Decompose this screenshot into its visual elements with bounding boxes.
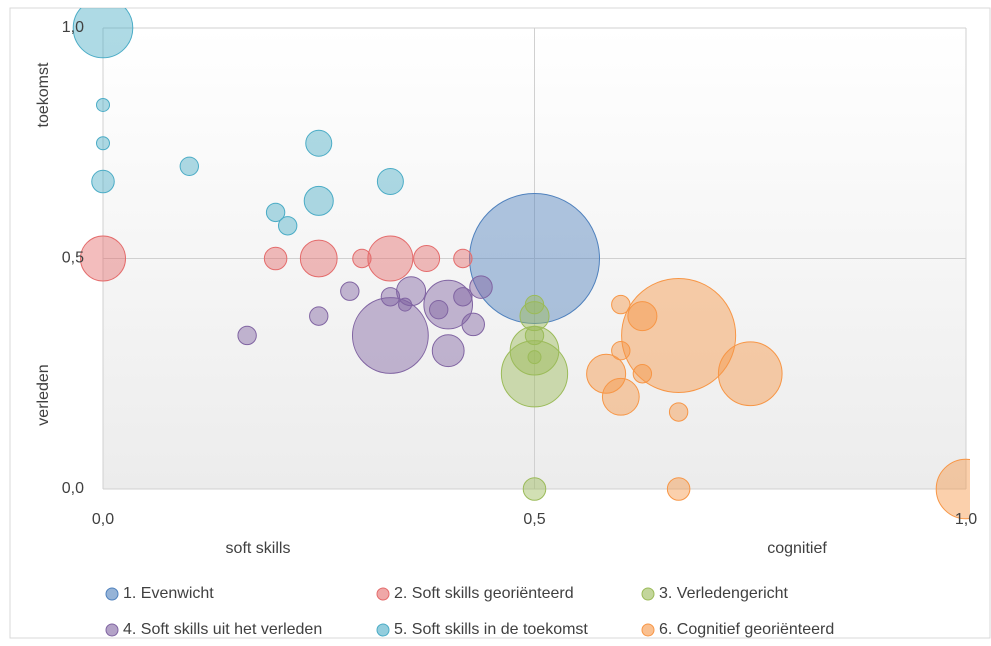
bubble (351, 297, 429, 374)
bubble (79, 235, 127, 282)
bubble (500, 340, 569, 408)
x-tick-label: 0,0 (92, 511, 114, 528)
bubble (522, 477, 547, 501)
legend-marker (641, 623, 655, 637)
legend-marker (105, 587, 119, 601)
y-tick-label: 0,0 (62, 480, 84, 497)
legend-marker (105, 623, 119, 637)
bubble (601, 377, 640, 416)
x-label-left: soft skills (226, 540, 291, 557)
bubble (524, 325, 545, 346)
legend-label: 4. Soft skills uit het verleden (123, 621, 322, 638)
bubble (265, 202, 286, 223)
y-tick-label: 0,5 (62, 250, 84, 267)
bubble (621, 277, 737, 394)
bubble (632, 364, 653, 384)
bubble (96, 97, 110, 112)
bubble (423, 279, 474, 330)
bubble (237, 325, 257, 346)
bubble (179, 156, 199, 176)
legend-marker (376, 587, 390, 601)
bubble (376, 168, 404, 196)
x-tick-label: 1,0 (955, 511, 977, 528)
bubble (299, 239, 338, 278)
legend-marker (641, 587, 655, 601)
bubble (305, 129, 333, 157)
legend-label: 3. Verledengericht (659, 585, 789, 602)
legend-label: 2. Soft skills georiënteerd (394, 585, 574, 602)
bubble (668, 402, 689, 422)
legend-label: 6. Cognitief georiënteerd (659, 621, 834, 638)
bubble (611, 294, 631, 315)
legend-marker (376, 623, 390, 637)
bubble (717, 341, 783, 407)
bubble (309, 306, 329, 326)
bubble (469, 275, 493, 299)
chart-border (9, 7, 991, 639)
bubble (666, 477, 691, 501)
bubble (367, 235, 414, 282)
bubble (611, 341, 631, 361)
y-tick-label: 1,0 (62, 19, 84, 36)
bubble (96, 136, 110, 151)
bubble (340, 281, 360, 301)
bubble (429, 299, 449, 320)
bubble (303, 185, 334, 216)
bubble (277, 216, 298, 236)
bubble (263, 246, 288, 271)
y-label-top: toekomst (35, 62, 52, 127)
bubble (72, 8, 134, 59)
bubble (586, 353, 627, 394)
bubble (380, 287, 401, 307)
legend-label: 1. Evenwicht (123, 585, 214, 602)
bubble (461, 312, 485, 337)
bubble (527, 350, 542, 365)
bubble (469, 193, 600, 324)
x-label-right: cognitief (767, 540, 827, 557)
legend-label: 5. Soft skills in de toekomst (394, 621, 588, 638)
bubble (519, 301, 550, 332)
x-tick-label: 0,5 (523, 511, 545, 528)
bubble (935, 458, 970, 520)
bubble (352, 248, 372, 269)
bubble (453, 248, 473, 269)
bubble (453, 287, 473, 307)
y-label-bottom: verleden (35, 364, 52, 425)
bubble (91, 169, 115, 194)
bubble (431, 334, 465, 368)
bubble (413, 245, 441, 272)
bubble (524, 294, 545, 315)
bubble (398, 297, 413, 312)
bubble (627, 301, 658, 332)
